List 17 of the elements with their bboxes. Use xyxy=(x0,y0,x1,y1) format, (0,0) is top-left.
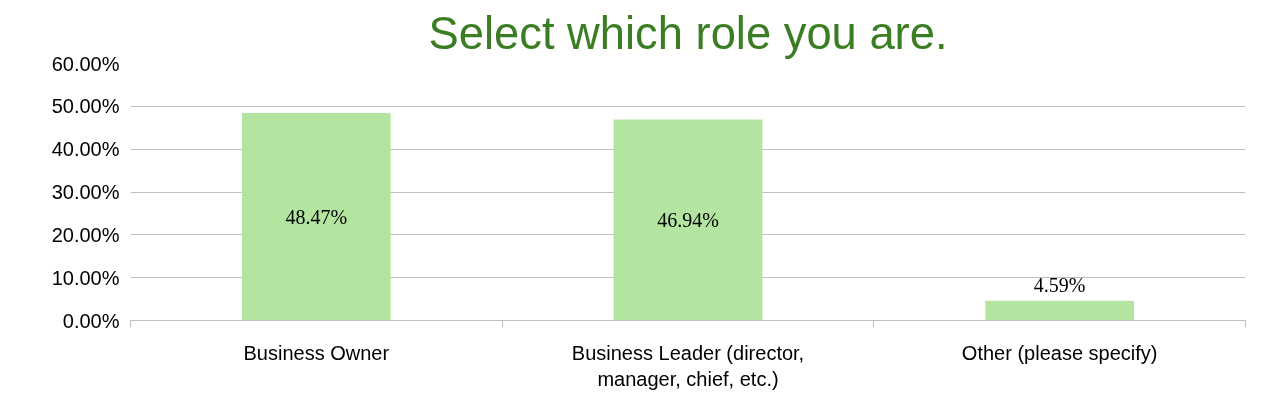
data-label: 46.94% xyxy=(657,208,719,231)
bar xyxy=(985,300,1134,321)
bar xyxy=(242,112,391,321)
chart-title: Select which role you are. xyxy=(428,7,948,59)
y-tick-label: 60.00% xyxy=(51,52,120,75)
x-tick-label: Business Owner xyxy=(243,341,390,364)
data-label: 4.59% xyxy=(1033,274,1086,297)
y-tick-label: 30.00% xyxy=(51,181,120,203)
y-tick-label: 0.00% xyxy=(62,309,120,332)
bar xyxy=(613,119,763,321)
data-label: 48.47% xyxy=(285,205,348,228)
y-tick-label: 40.00% xyxy=(51,138,120,161)
x-tick-label: Other (please specify) xyxy=(961,341,1158,364)
y-tick-label: 50.00% xyxy=(51,95,120,118)
y-tick-label: 20.00% xyxy=(51,223,120,246)
x-tick-label: Business Leader (director, manager, chief, etc.) xyxy=(571,341,805,390)
y-tick-label: 10.00% xyxy=(51,266,120,289)
